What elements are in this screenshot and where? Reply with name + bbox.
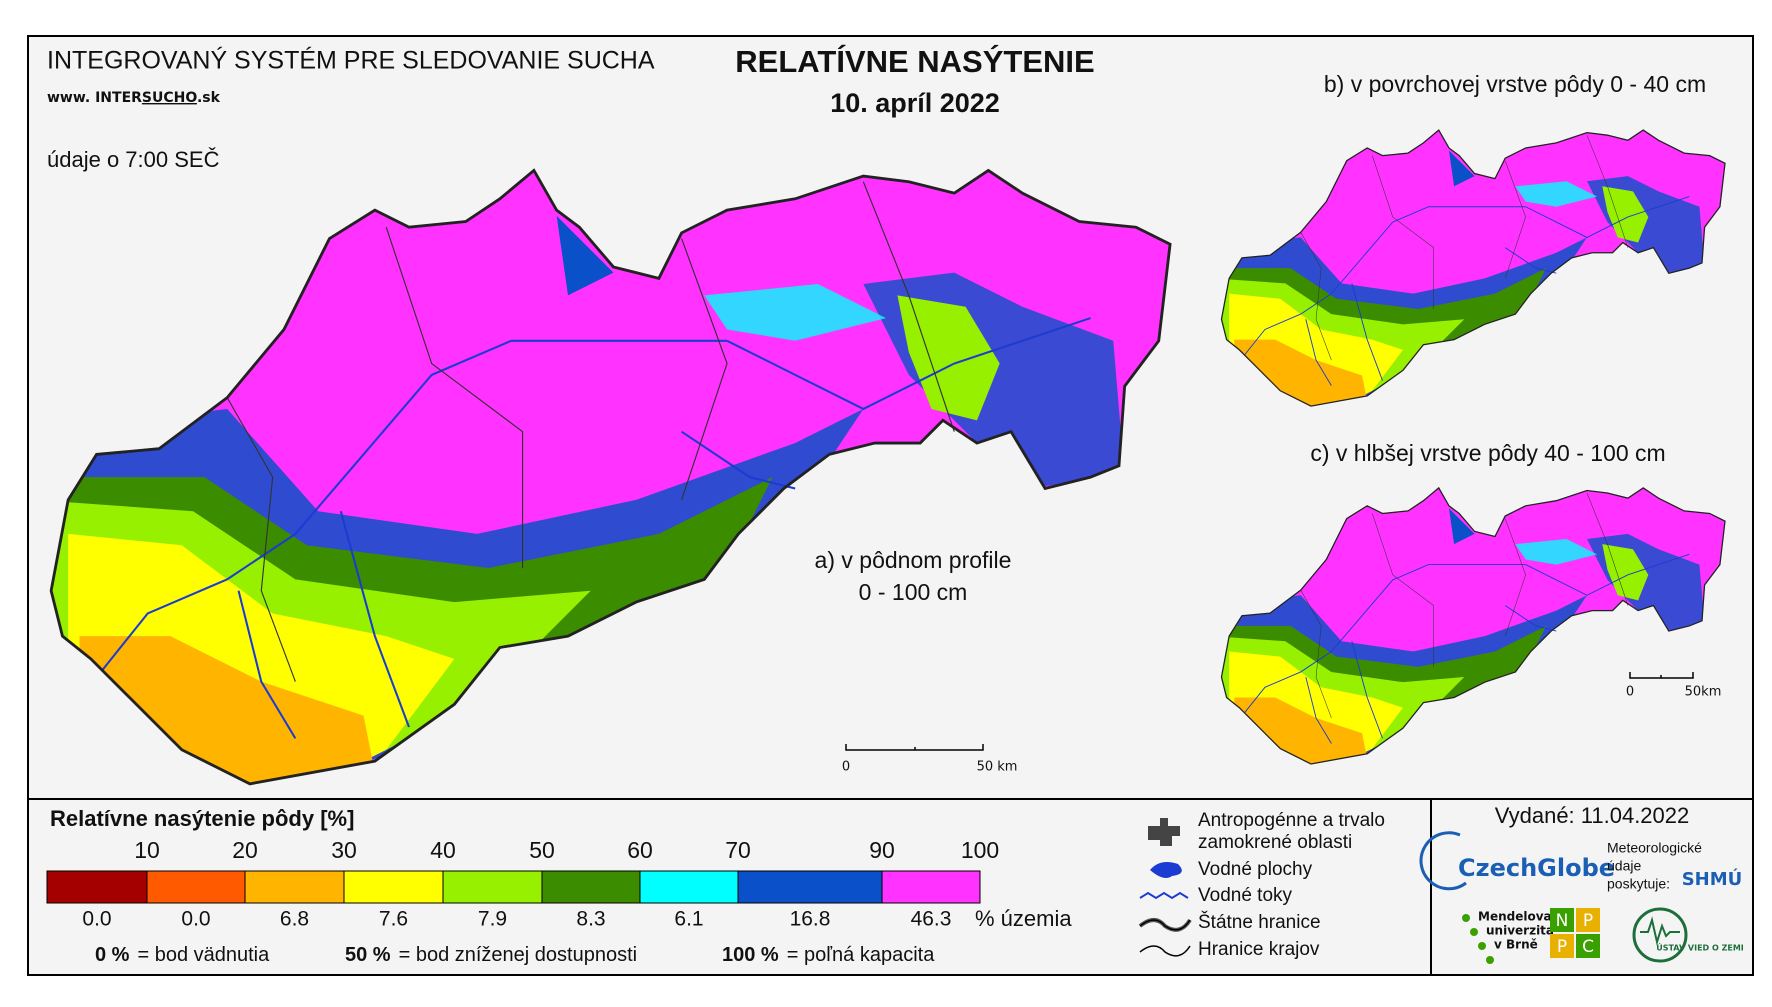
czechglobe-arc <box>1419 831 1467 891</box>
legend-note: 0 % = bod vädnutia <box>95 944 270 966</box>
legend-title: Relatívne nasýtenie pôdy [%] <box>50 806 354 831</box>
legend-unit: % územia <box>975 906 1072 931</box>
uvz-text: ÚSTAV VIED O ZEMI <box>1656 942 1744 953</box>
note-key: 100 % <box>722 944 779 966</box>
legend-share: 16.8 <box>790 908 831 931</box>
map-legend-item: Štátne hranice <box>1198 911 1321 933</box>
note-key: 50 % <box>345 944 391 966</box>
legend-share: 0.0 <box>82 908 111 931</box>
icon-anthropogenic <box>1148 818 1180 846</box>
legend-note: 50 % = bod zníženej dostupnosti <box>345 944 637 966</box>
icon-state-border <box>1139 919 1191 931</box>
date: 10. apríl 2022 <box>830 88 1000 118</box>
website: www. INTERSUCHO.sk <box>47 90 221 106</box>
note-text: = bod vädnutia <box>137 944 270 966</box>
legend-edge: 50 <box>529 837 555 863</box>
nppc-letter: N <box>1556 911 1569 931</box>
legend-share: 8.3 <box>576 908 605 931</box>
nppc-letter: P <box>1557 937 1567 957</box>
icon-river <box>1139 891 1189 900</box>
icon-water-area <box>1150 862 1182 878</box>
map-legend-item: Hranice krajov <box>1198 939 1320 960</box>
uvz-logo <box>1632 907 1688 963</box>
legend-swatch <box>343 870 444 904</box>
legend-swatch <box>737 870 883 904</box>
map-a-label: a) v pôdnom profile <box>815 547 1012 573</box>
legend-edge: 100 <box>961 837 999 863</box>
legend-edge: 90 <box>869 837 895 863</box>
legend-edge: 30 <box>331 837 357 863</box>
legend-swatch <box>541 870 641 904</box>
czechglobe-logo: CzechGlobe <box>1458 854 1615 882</box>
web-suffix: .sk <box>197 90 221 106</box>
map-legend: Antropogénne a trvalo zamokrené oblasti … <box>1138 810 1385 960</box>
legend: 0.0 0.0 6.8 7.6 7.9 8.3 6.1 16.8 46.3 10 20 30 40 50 6… <box>46 837 999 931</box>
note-text: = poľná kapacita <box>787 944 935 966</box>
data-time: údaje o 7:00 SEČ <box>47 147 220 172</box>
shmu-logo: SHMÚ <box>1682 868 1743 890</box>
uvz-wave <box>1640 916 1680 946</box>
nppc-letter: P <box>1583 911 1593 931</box>
map-legend-item: Vodné toky <box>1198 885 1293 906</box>
legend-edge: 20 <box>232 837 258 863</box>
map-legend-item: Antropogénne a trvalo <box>1198 810 1385 831</box>
meteo-text: poskytuje: <box>1607 876 1670 892</box>
legend-edge: 10 <box>134 837 160 863</box>
note-key: 0 % <box>95 944 130 966</box>
legend-edge: 70 <box>725 837 751 863</box>
meteo-text: údaje <box>1607 858 1641 874</box>
icon-region-border <box>1139 945 1191 957</box>
map-a-depth: 0 - 100 cm <box>859 579 968 605</box>
map-legend-item: zamokrené oblasti <box>1198 832 1352 853</box>
nppc-logo: N P P C <box>1550 908 1600 958</box>
legend-swatch <box>244 870 345 904</box>
system-title: INTEGROVANÝ SYSTÉM PRE SLEDOVANIE SUCHA <box>47 46 655 75</box>
legend-share: 6.1 <box>674 908 703 931</box>
meteo-text: Meteorologické <box>1607 840 1702 856</box>
scale-bar <box>1629 672 1694 679</box>
legend-edge: 40 <box>430 837 456 863</box>
mendel-text: Mendelova <box>1478 910 1552 924</box>
title: RELATÍVNE NASÝTENIE <box>735 44 1094 79</box>
legend-notes: 0 % = bod vädnutia 50 % = bod zníženej dost… <box>95 944 935 966</box>
map-b-label: b) v povrchovej vrstve pôdy 0 - 40 cm <box>1324 71 1706 97</box>
web-prefix: www. INTER <box>47 90 142 106</box>
map-c-label: c) v hlbšej vrstve pôdy 40 - 100 cm <box>1310 440 1665 466</box>
legend-share: 6.8 <box>280 908 309 931</box>
legend-swatch <box>46 870 148 904</box>
legend-swatch <box>881 870 981 904</box>
scale-label: 50 km <box>977 760 1018 775</box>
issued-date: Vydané: 11.04.2022 <box>1495 803 1690 828</box>
legend-swatch <box>442 870 543 904</box>
legend-note: 100 % = poľná kapacita <box>722 944 935 966</box>
web-mid: SUCHO <box>142 90 197 106</box>
legend-share: 0.0 <box>181 908 210 931</box>
mendel-text: v Brně <box>1494 938 1538 952</box>
legend-swatch <box>639 870 739 904</box>
legend-share: 46.3 <box>911 908 952 931</box>
map-legend-item: Vodné plochy <box>1198 859 1313 880</box>
scale-label: 50km <box>1685 685 1722 700</box>
note-text: = bod zníženej dostupnosti <box>399 944 638 966</box>
mendel-dots <box>1462 914 1494 964</box>
legend-swatch <box>146 870 246 904</box>
legend-share: 7.9 <box>478 908 507 931</box>
scale-label: 0 <box>1626 685 1634 700</box>
scale-label: 0 <box>842 760 850 775</box>
mendel-text: univerzita <box>1486 924 1554 938</box>
nppc-letter: C <box>1582 937 1594 957</box>
scale-bar <box>845 744 984 751</box>
legend-edge: 60 <box>627 837 653 863</box>
legend-share: 7.6 <box>379 908 408 931</box>
